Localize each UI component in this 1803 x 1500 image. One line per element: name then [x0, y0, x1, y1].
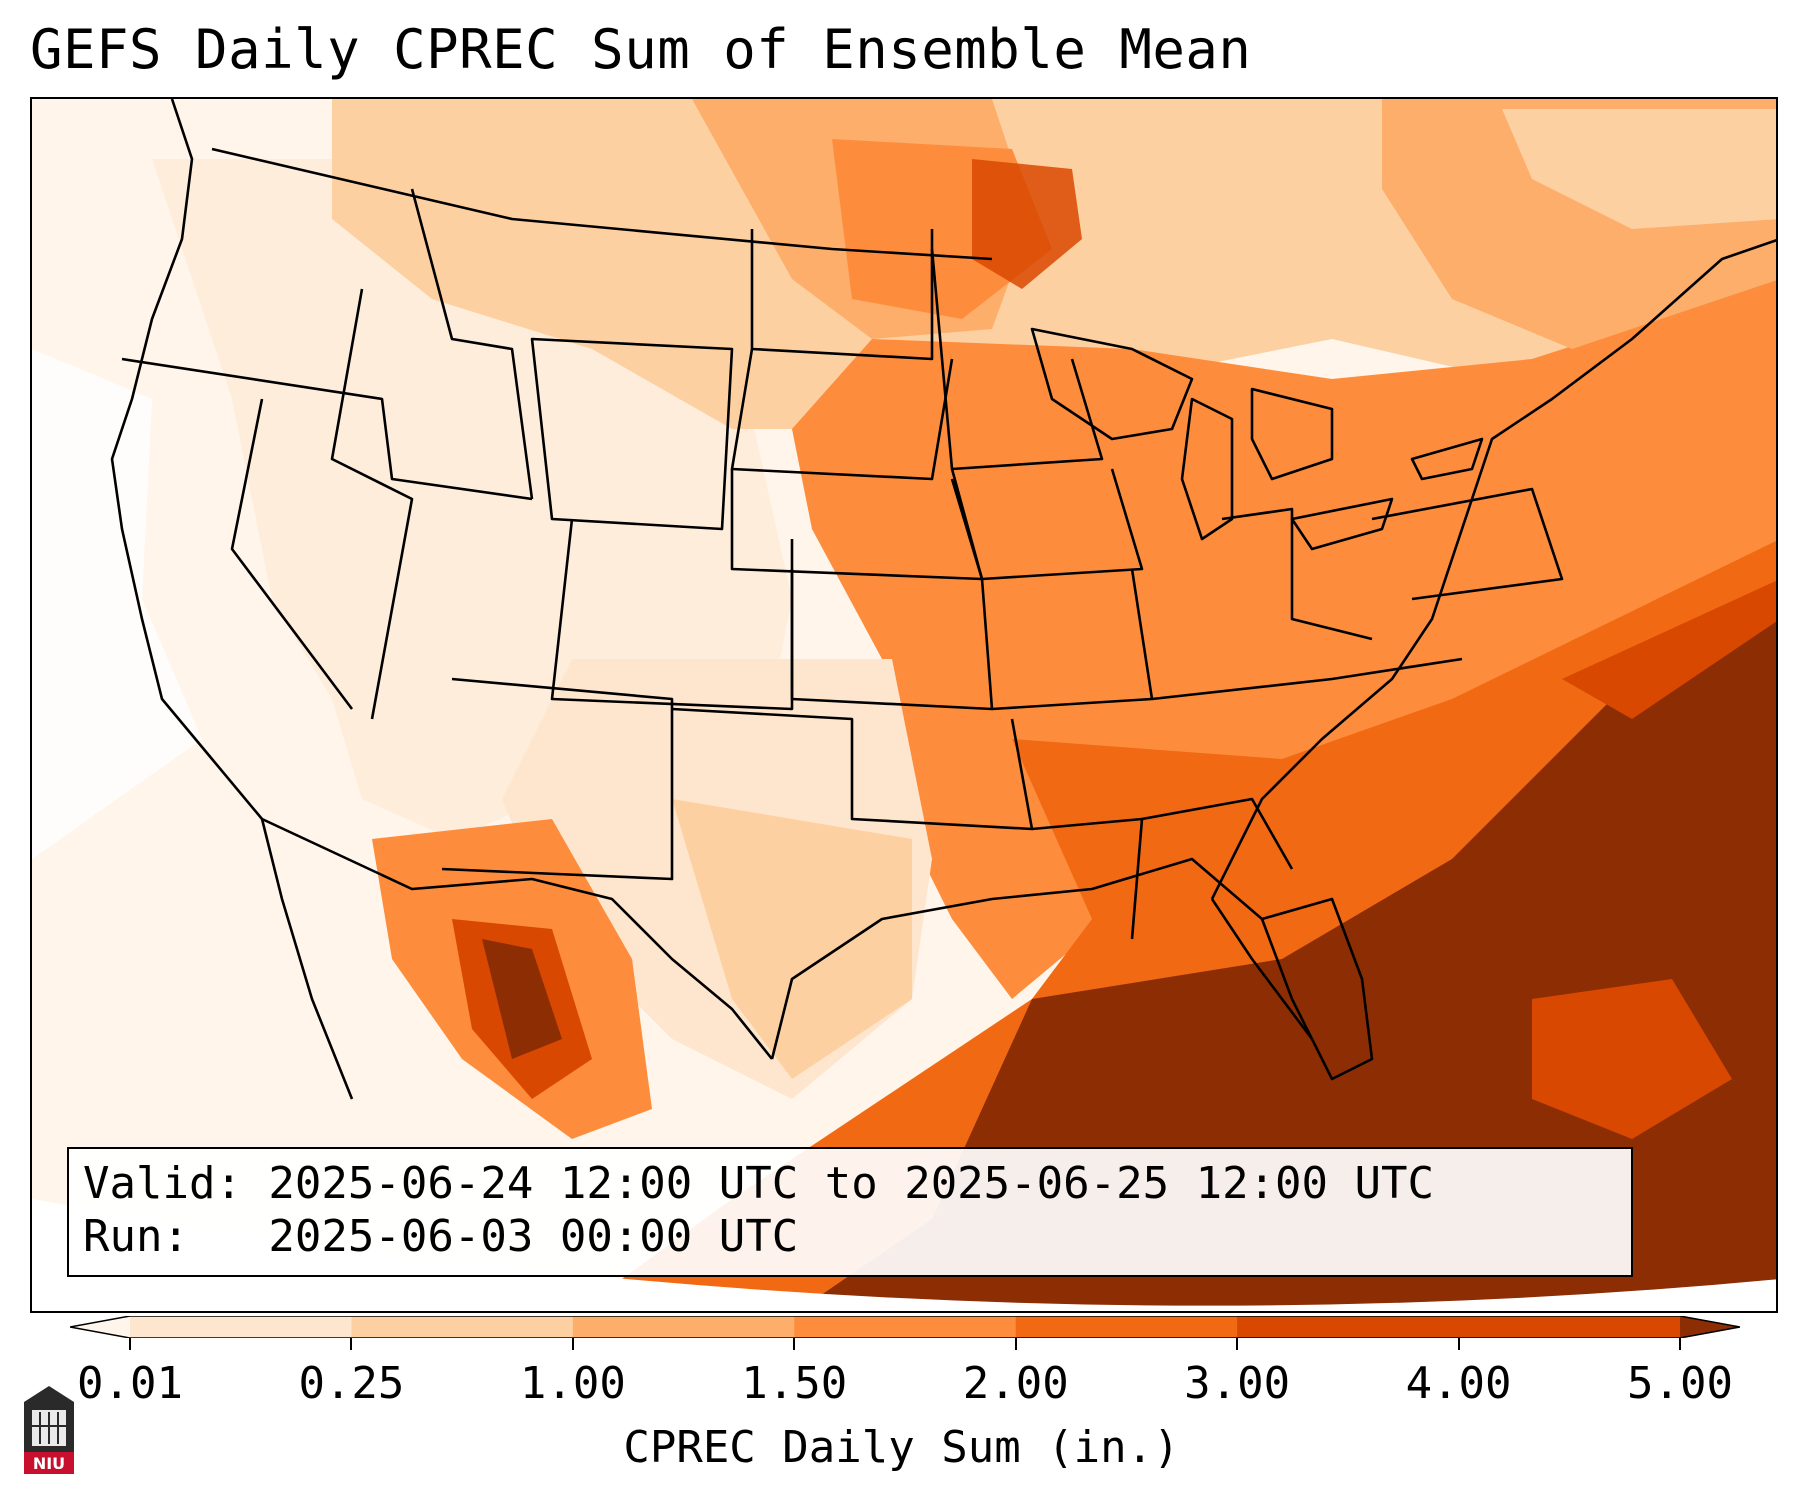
boundaries [110, 99, 1776, 1100]
precip-field-gulf-max [797, 620, 1776, 1311]
precip-field-pacific [32, 349, 202, 859]
map-title: GEFS Daily CPREC Sum of Ensemble Mean [30, 18, 1252, 81]
colorbar-extend-low [70, 1316, 130, 1338]
state-line-9 [730, 348, 954, 481]
state-line-5 [530, 337, 734, 531]
colorbar [70, 1316, 1740, 1338]
coastline-east [1210, 239, 1776, 900]
state-line-8 [750, 229, 934, 361]
logo-banner-icon [24, 1452, 74, 1474]
colorbar-tick-label: 3.00 [1184, 1358, 1291, 1409]
state-line-3 [330, 288, 414, 720]
state-line-19 [1221, 507, 1373, 641]
state-line-11 [790, 569, 994, 711]
colorbar-label: CPREC Daily Sum (in.) [623, 1422, 1180, 1473]
colorbar-tick-label: 0.01 [77, 1358, 183, 1409]
state-line-2 [230, 398, 354, 710]
logo-text: NIU [33, 1454, 65, 1473]
precip-map [32, 99, 1776, 1311]
niu-logo: NIU [24, 1386, 74, 1474]
precip-field-atlantic-edge [1562, 580, 1776, 719]
lake-superior [1030, 327, 1194, 441]
colorbar-extend-high [1680, 1316, 1740, 1338]
precip-field-midwest [792, 280, 1776, 999]
valid-run-info-box: Valid: 2025-06-24 12:00 UTC to 2025-06-2… [67, 1147, 1633, 1277]
colorbar-tick-label: 4.00 [1405, 1358, 1512, 1409]
lake-ontario [1410, 437, 1484, 481]
colorbar-segment [794, 1316, 1017, 1338]
coastline-west [110, 99, 354, 1100]
precip-field-quebec-light [1502, 109, 1776, 229]
colorbar-tick-label: 0.25 [298, 1358, 405, 1409]
colorbar-tick-mark [350, 1338, 353, 1350]
colorbar-tick-mark [129, 1338, 131, 1350]
colorbar-tick-mark [1457, 1338, 1460, 1350]
state-line-4 [410, 188, 534, 500]
colorbar-segment [1458, 1316, 1681, 1338]
colorbar-tick-label: 1.00 [519, 1358, 626, 1409]
border-canada-west [211, 147, 993, 261]
colorbar-tick-label: 1.50 [741, 1358, 848, 1409]
precip-field-atlantic-pocket [1532, 979, 1732, 1139]
colorbar-tick-mark [1236, 1338, 1239, 1350]
precip-field-east-texas [672, 799, 912, 1079]
state-line-18 [1141, 797, 1294, 870]
state-line-20 [1371, 487, 1564, 601]
coastline-gulf [770, 857, 1334, 1081]
lake-erie [1290, 497, 1394, 551]
precip-field-sierra-peak [482, 939, 562, 1059]
lake-huron [1250, 387, 1334, 481]
colorbar-segment [351, 1316, 574, 1338]
run-time-text: Run: 2025-06-03 00:00 UTC [83, 1211, 799, 1262]
colorbar-tick-label: 2.00 [962, 1358, 1069, 1409]
valid-time-text: Valid: 2025-06-24 12:00 UTC to 2025-06-2… [83, 1158, 1435, 1209]
state-line-14 [950, 468, 1144, 581]
colorbar-segment [572, 1316, 795, 1338]
colorbar-segment [130, 1316, 352, 1338]
coastline-florida [1261, 897, 1374, 1081]
colorbar-tick-label: 5.00 [1627, 1358, 1733, 1409]
colorbar-segments [70, 1316, 1740, 1338]
map-panel[interactable] [30, 97, 1778, 1313]
colorbar-segment [1237, 1316, 1460, 1338]
border-mexico [261, 817, 774, 1060]
precip-field-canada-peak [972, 159, 1082, 289]
state-line-17 [1151, 657, 1463, 701]
state-line-10 [730, 469, 984, 581]
colorbar-tick-mark [793, 1338, 796, 1350]
lake-michigan [1180, 397, 1234, 541]
colorbar-tick-mark [571, 1338, 574, 1350]
state-line-1 [121, 357, 533, 501]
state-line-13 [930, 248, 1104, 471]
logo-building-lines [32, 1412, 66, 1444]
colorbar-segment [1015, 1316, 1238, 1338]
state-line-12 [671, 707, 1034, 831]
colorbar-tick-mark [1679, 1338, 1681, 1350]
colorbar-tick-mark [1014, 1338, 1017, 1350]
map-projection-edge [32, 1199, 1776, 1311]
state-line-7 [441, 677, 674, 881]
